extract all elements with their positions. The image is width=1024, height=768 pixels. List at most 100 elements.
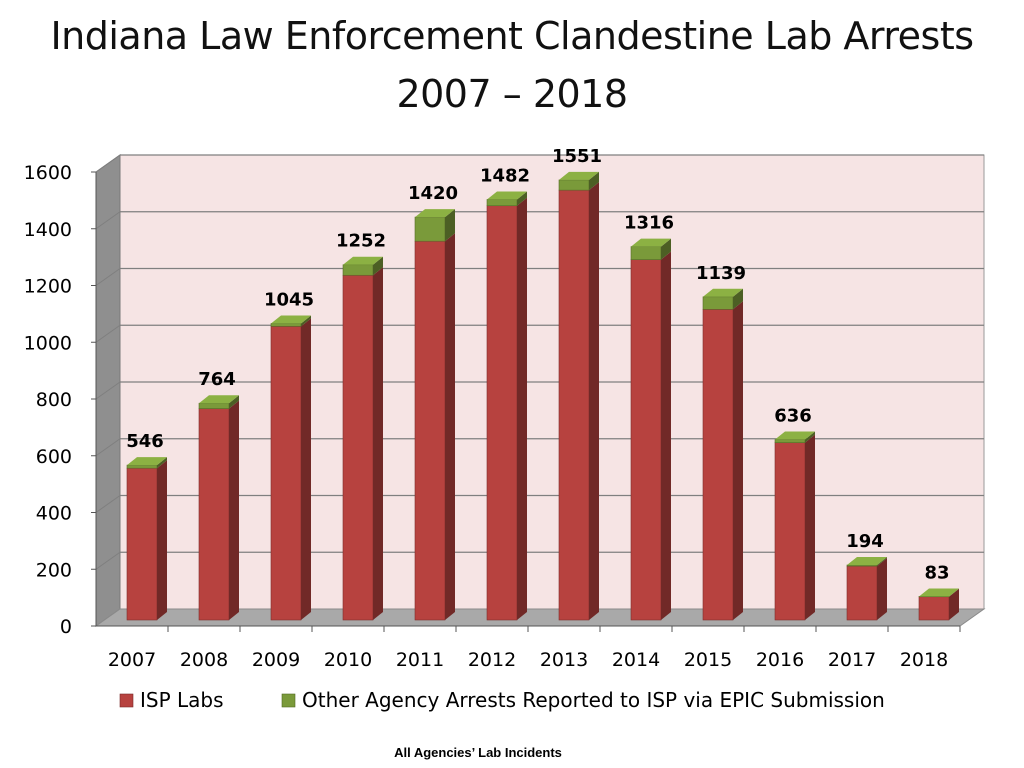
bar-side-2013	[589, 171, 599, 191]
bar-top-2008	[199, 395, 239, 404]
y-tick-label: 1400	[24, 219, 72, 241]
bar-other-2011	[414, 216, 446, 242]
bar-side-2018	[949, 588, 959, 620]
bar-isp-2018	[918, 596, 950, 621]
bar-other-2010	[342, 264, 374, 276]
bar-side-2008	[229, 395, 239, 409]
bar-side-2010	[373, 267, 383, 620]
bar-side-2016	[805, 434, 815, 620]
chart-title: Indiana Law Enforcement Clandestine Lab …	[50, 14, 974, 58]
y-tick-label: 800	[36, 389, 72, 411]
gridline-side	[95, 268, 121, 286]
bar-other-2016	[774, 439, 806, 443]
x-tick-label: 2018	[900, 649, 948, 671]
bar-other-2013	[558, 179, 590, 191]
data-label: 1139	[696, 263, 746, 284]
data-label: 1551	[552, 146, 602, 167]
data-label: 1316	[624, 213, 674, 234]
bar-side-2016	[805, 431, 815, 443]
bar-side-2009	[301, 318, 311, 620]
bar-side-2014	[661, 238, 671, 260]
bar-isp-2012	[486, 205, 518, 621]
data-label: 1045	[264, 289, 314, 310]
bar-side-2017	[877, 558, 887, 620]
bar-top-2011	[415, 209, 455, 218]
x-tick-label: 2015	[684, 649, 732, 671]
data-label: 636	[774, 406, 812, 427]
bar-isp-2013	[558, 189, 590, 621]
legend-swatch-other	[281, 693, 296, 708]
bar-top-2010	[343, 256, 383, 265]
x-tick-label: 2012	[468, 649, 516, 671]
x-tick-label: 2010	[324, 649, 372, 671]
bar-other-2017	[846, 564, 878, 567]
y-tick-label: 1200	[24, 276, 72, 298]
y-tick-label: 1600	[24, 162, 72, 184]
x-tick-label: 2014	[612, 649, 660, 671]
bar-other-2014	[630, 246, 662, 260]
bar-side-2008	[229, 400, 239, 620]
gridline-side	[95, 324, 121, 343]
bar-side-2010	[373, 256, 383, 276]
data-label: 1252	[336, 231, 386, 252]
data-label: 194	[846, 531, 884, 552]
y-tick-label: 200	[36, 559, 72, 581]
bar-side-2011	[445, 233, 455, 620]
x-tick-label: 2017	[828, 649, 876, 671]
bar-isp-2007	[126, 467, 158, 621]
legend-label-other: Other Agency Arrests Reported to ISP via…	[302, 688, 885, 712]
bar-other-2007	[126, 464, 158, 469]
bar-side-2012	[517, 191, 527, 206]
gridline-side	[95, 211, 121, 230]
gridline-side	[95, 495, 121, 513]
bar-side-2011	[445, 209, 455, 242]
gridline-side	[95, 381, 121, 400]
x-tick-label: 2013	[540, 649, 588, 671]
y-tick-label: 1000	[24, 332, 72, 354]
bar-side-2013	[589, 182, 599, 620]
bar-side-2014	[661, 251, 671, 620]
bar-top-2012	[487, 191, 527, 200]
footnote: All Agencies’ Lab Incidents	[394, 745, 562, 760]
data-label: 764	[198, 369, 236, 390]
bar-other-2012	[486, 199, 518, 207]
bar-side-2015	[733, 301, 743, 620]
bar-isp-2017	[846, 565, 878, 621]
bar-side-2017	[877, 556, 887, 567]
bar-top-2018	[919, 588, 959, 597]
bar-top-2016	[775, 431, 815, 440]
legend-label-isp: ISP Labs	[140, 688, 224, 712]
data-label: 546	[126, 431, 164, 452]
data-label: 1420	[408, 183, 458, 204]
bar-isp-2011	[414, 240, 446, 621]
gridline-side	[95, 154, 121, 173]
bar-isp-2016	[774, 442, 806, 621]
bar-top-2009	[271, 315, 311, 324]
bar-top-2014	[631, 238, 671, 247]
bar-side-2007	[157, 457, 167, 469]
bar-other-2015	[702, 296, 734, 310]
bar-top-2007	[127, 457, 167, 466]
y-tick-label: 400	[36, 503, 72, 525]
bar-side-2015	[733, 288, 743, 310]
x-tick-label: 2009	[252, 649, 300, 671]
bar-top-2017	[847, 556, 887, 565]
bar-other-2008	[198, 402, 230, 409]
chart-subtitle: 2007 – 2018	[396, 72, 628, 116]
bar-isp-2014	[630, 259, 662, 621]
x-tick-label: 2011	[396, 649, 444, 671]
bar-isp-2008	[198, 408, 230, 621]
bar-isp-2009	[270, 326, 302, 621]
bar-other-2009	[270, 323, 302, 327]
bar-top-2013	[559, 171, 599, 180]
bar-side-2009	[301, 315, 311, 327]
x-tick-label: 2007	[108, 649, 156, 671]
bar-side-2007	[157, 460, 167, 620]
gridline-side	[95, 438, 121, 457]
y-tick-label: 0	[60, 616, 72, 638]
bar-top-2015	[703, 288, 743, 297]
bar-isp-2015	[702, 308, 734, 621]
legend-swatch-isp	[119, 693, 134, 708]
y-tick-label: 600	[36, 446, 72, 468]
x-tick-label: 2016	[756, 649, 804, 671]
